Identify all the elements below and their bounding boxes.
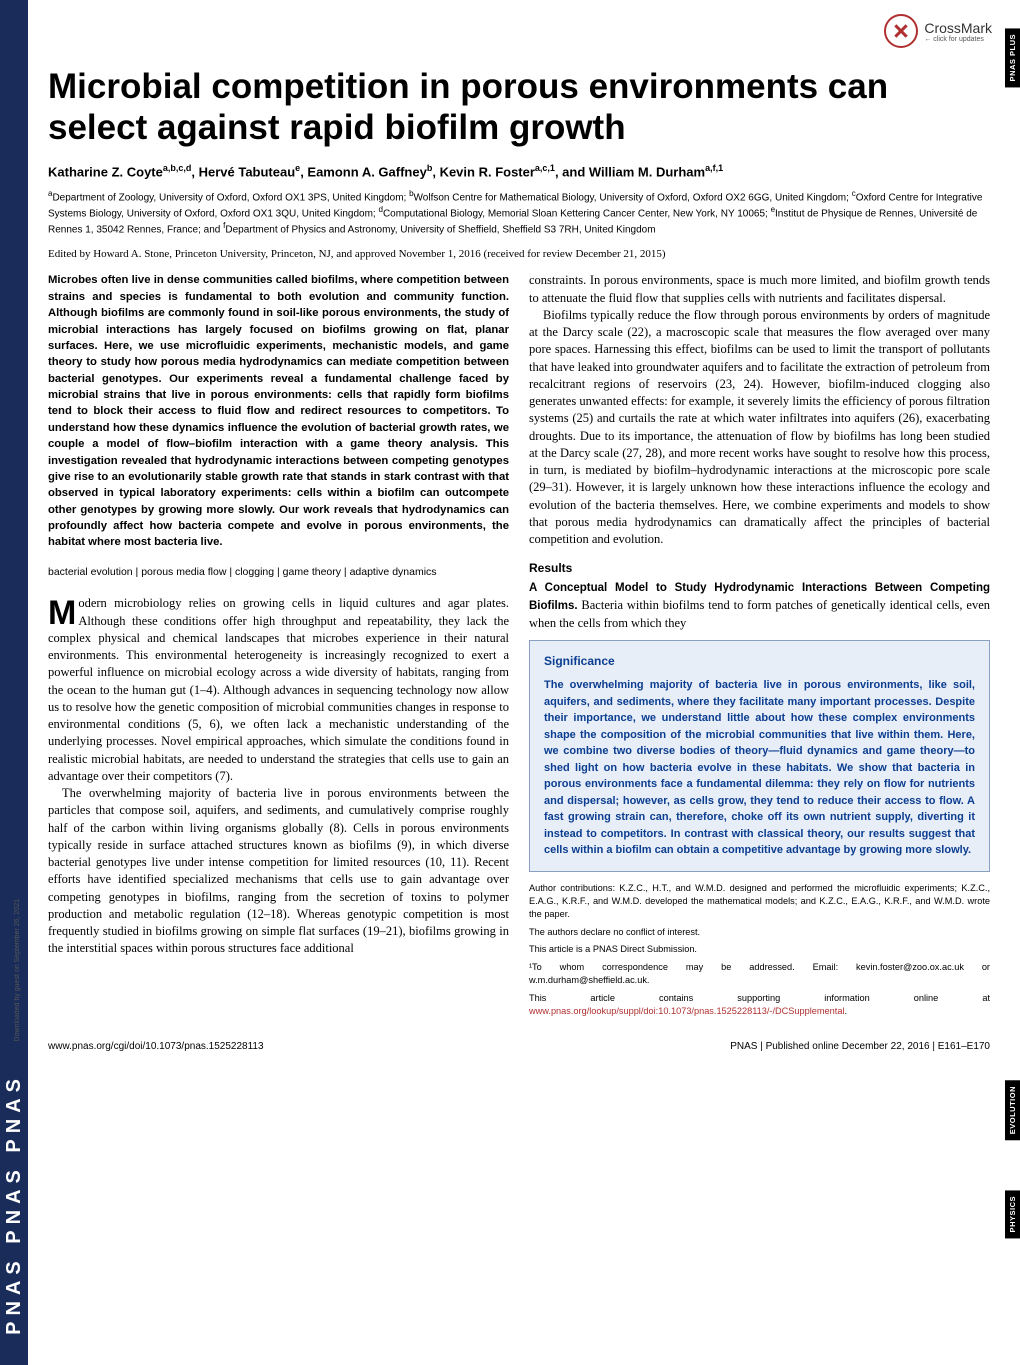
download-note: Downloaded by guest on September 26, 202…	[14, 899, 21, 1041]
left-column: Microbes often live in dense communities…	[48, 272, 509, 1022]
crossmark-sublabel: ← click for updates	[924, 36, 992, 43]
affiliations: aDepartment of Zoology, University of Ox…	[48, 189, 990, 236]
article-title: Microbial competition in porous environm…	[48, 66, 990, 149]
author-line: Katharine Z. Coytea,b,c,d, Hervé Tabutea…	[48, 163, 990, 179]
intro-p2: The overwhelming majority of bacteria li…	[48, 785, 509, 958]
fn-direct: This article is a PNAS Direct Submission…	[529, 943, 990, 956]
editor-note: Edited by Howard A. Stone, Princeton Uni…	[48, 248, 990, 260]
footer-citation: PNAS | Published online December 22, 201…	[730, 1041, 990, 1052]
page-footer: www.pnas.org/cgi/doi/10.1073/pnas.152522…	[48, 1041, 990, 1052]
footer-doi: www.pnas.org/cgi/doi/10.1073/pnas.152522…	[48, 1041, 264, 1052]
crossmark-label: CrossMark	[924, 20, 992, 36]
results-heading: Results	[529, 560, 990, 577]
pnas-vertical-label: PNAS PNAS PNAS	[3, 1073, 26, 1335]
pnas-side-strip: PNAS PNAS PNAS	[0, 0, 28, 1365]
fn-corresp: ¹To whom correspondence may be addressed…	[529, 961, 990, 987]
fn-supp: This article contains supporting informa…	[529, 992, 990, 1018]
results-tail: Bacteria within biofilms tend to form pa…	[529, 598, 990, 630]
right-p1: constraints. In porous environments, spa…	[529, 272, 990, 307]
page-content: Microbial competition in porous environm…	[48, 0, 990, 1052]
significance-box: Significance The overwhelming majority o…	[529, 640, 990, 872]
keywords: bacterial evolution | porous media flow …	[48, 565, 509, 579]
section-tag-pnas-plus: PNAS PLUS	[1005, 28, 1020, 87]
right-column: constraints. In porous environments, spa…	[529, 272, 990, 1022]
crossmark-badge[interactable]: CrossMark ← click for updates	[884, 14, 992, 48]
results-intro: A Conceptual Model to Study Hydrodynamic…	[529, 579, 990, 632]
dropcap: M	[48, 595, 78, 629]
supp-link[interactable]: www.pnas.org/lookup/suppl/doi:10.1073/pn…	[529, 1006, 844, 1016]
crossmark-icon	[884, 14, 918, 48]
significance-heading: Significance	[544, 653, 975, 670]
significance-body: The overwhelming majority of bacteria li…	[544, 677, 975, 859]
fn-coi: The authors declare no conflict of inter…	[529, 926, 990, 939]
section-tag-physics: PHYSICS	[1005, 1190, 1020, 1238]
fn-contributions: Author contributions: K.Z.C., H.T., and …	[529, 882, 990, 921]
right-body-text: constraints. In porous environments, spa…	[529, 272, 990, 548]
intro-p1: odern microbiology relies on growing cel…	[48, 596, 509, 783]
two-column-body: Microbes often live in dense communities…	[48, 272, 990, 1022]
abstract: Microbes often live in dense communities…	[48, 272, 509, 550]
right-tag-strip: PNAS PLUS EVOLUTION PHYSICS	[1000, 0, 1020, 1365]
right-p2: Biofilms typically reduce the flow throu…	[529, 307, 990, 549]
section-tag-evolution: EVOLUTION	[1005, 1080, 1020, 1140]
intro-body: Modern microbiology relies on growing ce…	[48, 595, 509, 957]
footnotes: Author contributions: K.Z.C., H.T., and …	[529, 882, 990, 1018]
